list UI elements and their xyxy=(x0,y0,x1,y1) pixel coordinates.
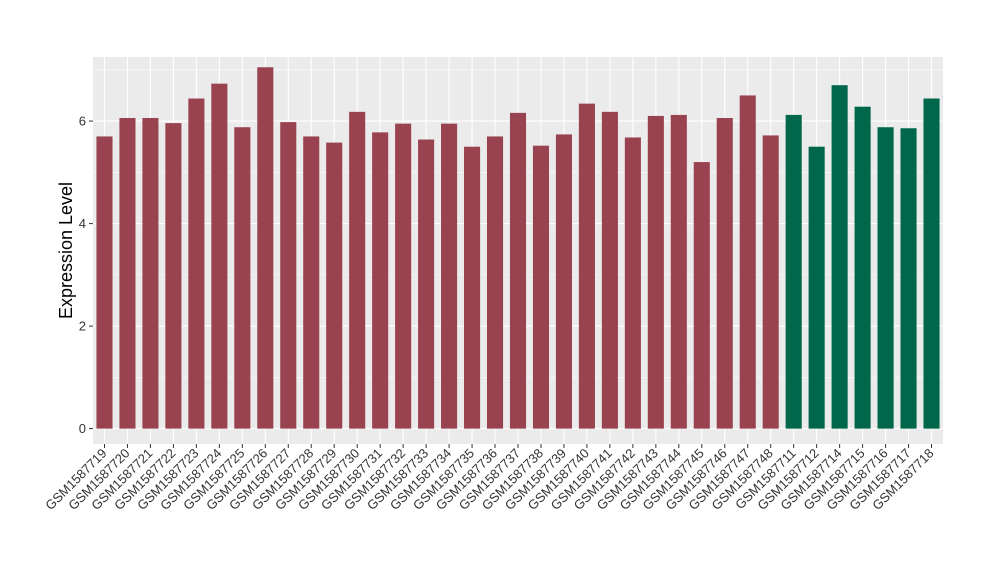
bar xyxy=(188,98,205,429)
bar xyxy=(808,146,825,429)
bar xyxy=(923,98,940,429)
bars xyxy=(96,67,940,429)
bar xyxy=(142,117,159,429)
y-tick-label: 4 xyxy=(79,216,86,231)
bar xyxy=(211,83,228,429)
y-tick-label: 6 xyxy=(79,114,86,129)
bar xyxy=(854,106,871,429)
bar xyxy=(441,123,458,429)
y-axis-title: Expression Level xyxy=(56,182,76,319)
bar xyxy=(234,127,251,429)
bar xyxy=(464,146,481,429)
y-tick-label: 2 xyxy=(79,319,86,334)
bar xyxy=(509,112,527,429)
bar xyxy=(326,142,343,429)
bar xyxy=(395,123,412,429)
bar xyxy=(372,132,389,429)
bar xyxy=(877,127,894,429)
bar xyxy=(693,162,710,429)
bar xyxy=(303,136,320,429)
bar xyxy=(831,85,848,429)
bar xyxy=(280,122,297,429)
y-axis: 0 2 4 6 xyxy=(79,114,93,436)
bar xyxy=(119,117,136,429)
bar xyxy=(739,95,756,429)
bar xyxy=(785,114,802,429)
bar xyxy=(96,136,113,429)
bar xyxy=(716,117,733,429)
bar xyxy=(900,128,917,429)
bar xyxy=(601,111,618,429)
bar xyxy=(532,145,550,429)
bar xyxy=(165,123,182,429)
x-axis: GSM1587719GSM1587720GSM1587721GSM1587722… xyxy=(42,444,937,513)
bar xyxy=(257,67,274,429)
bar xyxy=(555,134,572,429)
bar xyxy=(762,135,779,429)
bar xyxy=(624,137,641,429)
bar xyxy=(647,115,664,429)
bar xyxy=(349,111,366,429)
bar xyxy=(670,114,687,429)
bar xyxy=(486,136,504,429)
bar xyxy=(418,139,435,429)
bar xyxy=(578,103,595,429)
y-tick-label: 0 xyxy=(79,421,86,436)
